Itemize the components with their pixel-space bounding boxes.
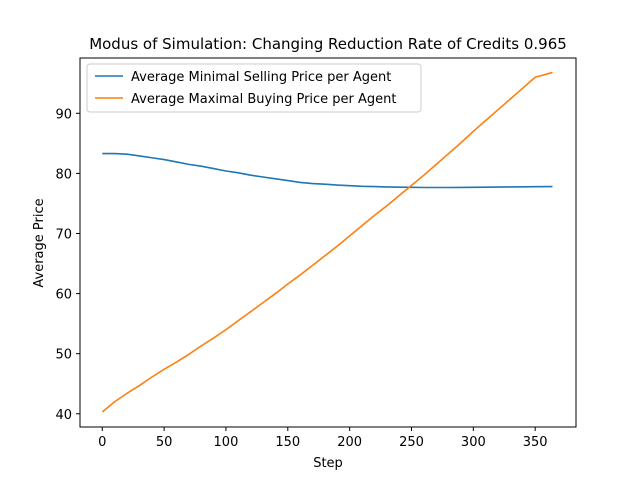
legend-box (86, 63, 422, 113)
y-tick-label: 70 (55, 227, 72, 242)
x-tick-label: 350 (523, 435, 548, 450)
x-tick-label: 250 (399, 435, 424, 450)
y-tick-label: 90 (55, 107, 72, 122)
legend: Average Minimal Selling Price per Agent … (86, 63, 422, 113)
x-axis-ticks: 0 50 100 150 200 250 300 350 (98, 427, 548, 450)
x-tick-label: 300 (461, 435, 486, 450)
x-tick-label: 200 (337, 435, 362, 450)
plot-area (79, 57, 577, 428)
y-tick-label: 60 (55, 288, 72, 303)
x-axis-label: Step (313, 456, 343, 471)
y-axis-label: Average Price (32, 198, 47, 287)
series-lines (101, 71, 553, 413)
x-tick-label: 50 (156, 435, 173, 450)
y-tick-label: 80 (55, 167, 72, 182)
x-tick-label: 150 (275, 435, 300, 450)
y-tick-label: 50 (55, 348, 72, 363)
legend-label-selling: Average Minimal Selling Price per Agent (131, 70, 391, 85)
x-tick-label: 0 (98, 435, 106, 450)
series-line-0 (102, 152, 553, 189)
y-tick-label: 40 (55, 408, 72, 423)
x-tick-label: 100 (214, 435, 239, 450)
chart-title: Modus of Simulation: Changing Reduction … (89, 35, 567, 53)
y-axis-ticks: 40 50 60 70 80 90 (55, 107, 80, 423)
legend-label-buying: Average Maximal Buying Price per Agent (131, 92, 397, 107)
series-line-1 (101, 71, 553, 413)
